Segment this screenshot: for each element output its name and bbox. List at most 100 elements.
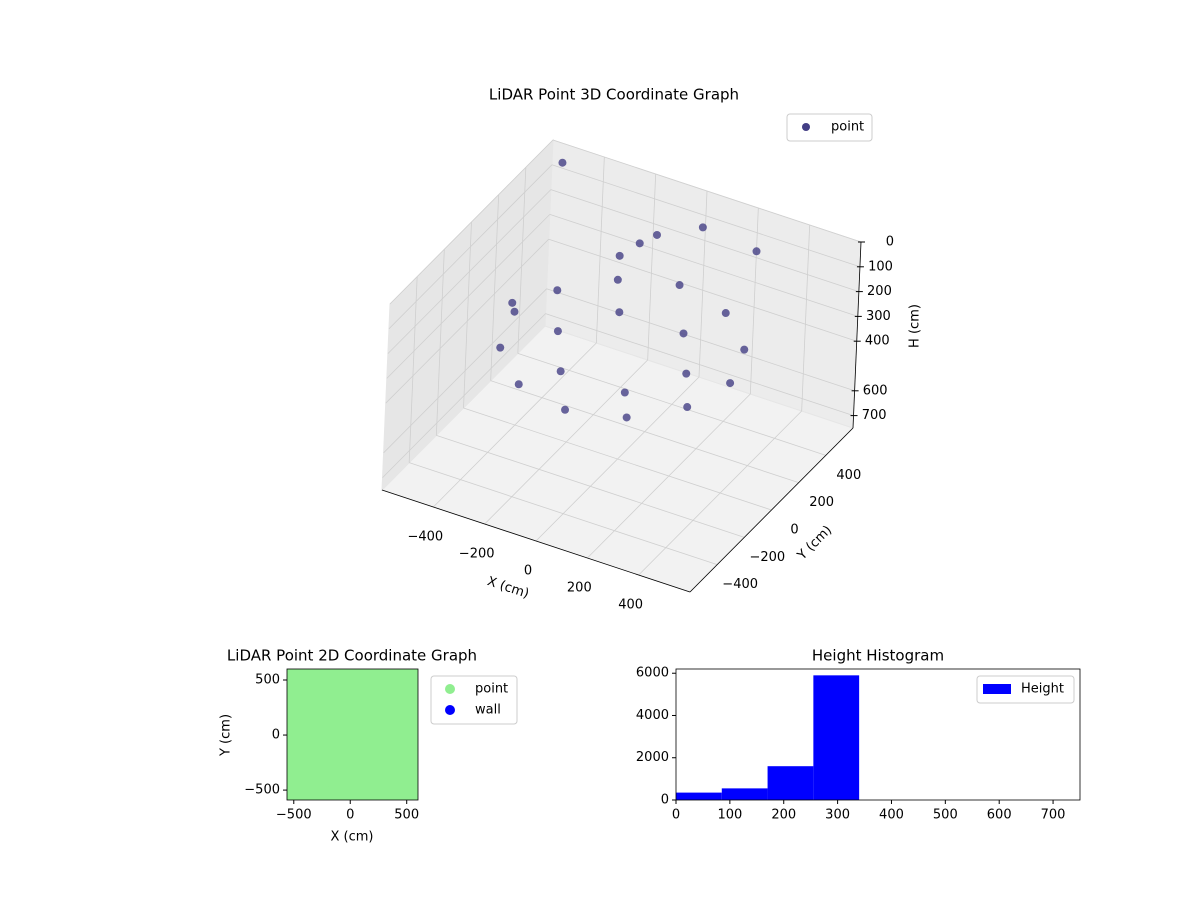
x-tick-label: −200	[459, 547, 495, 562]
y-tick-label: 200	[809, 495, 834, 510]
x-tick-label: 500	[933, 808, 958, 823]
x-tick-label: 300	[825, 808, 850, 823]
point	[613, 275, 622, 284]
grid-line	[698, 190, 708, 378]
x-tick-label: 0	[672, 808, 680, 823]
y-tick-label: 2000	[636, 750, 669, 765]
legend-label: wall	[475, 703, 501, 718]
grid-line	[595, 156, 605, 344]
grid-line	[383, 288, 547, 454]
y-tick-label: 0	[661, 793, 669, 808]
grid-line	[435, 249, 445, 436]
legend-label: Height	[1021, 682, 1064, 697]
z-tick-label: 100	[868, 259, 893, 274]
grid-line	[436, 434, 745, 538]
grid-line	[647, 173, 657, 361]
y-tick-label: 400	[836, 468, 861, 483]
point	[514, 380, 523, 389]
legend-marker	[445, 705, 455, 715]
y-tick-label: 0	[790, 523, 798, 538]
point	[740, 345, 749, 354]
x-tick-label: 500	[394, 808, 419, 823]
grid-line	[490, 380, 799, 484]
y-axis-label: Y (cm)	[219, 714, 234, 757]
point	[675, 281, 684, 290]
y-tick-label: −500	[244, 783, 280, 798]
grid-line	[517, 167, 527, 354]
grid-line	[749, 207, 759, 395]
point	[620, 388, 629, 397]
legend-label: point	[831, 120, 864, 135]
plot-area	[287, 669, 418, 800]
grid-line	[548, 238, 857, 342]
chart-title: LiDAR Point 3D Coordinate Graph	[489, 86, 739, 104]
axes-frame	[286, 668, 419, 801]
point	[510, 307, 519, 316]
legend-swatch	[983, 684, 1011, 694]
point	[615, 308, 624, 317]
grid-line	[552, 139, 862, 243]
y-tick-label: 4000	[636, 708, 669, 723]
point	[508, 298, 517, 307]
z-tick-label: 600	[863, 383, 888, 398]
z-tick-label: 700	[862, 408, 887, 423]
grid-line	[801, 224, 811, 412]
z-tick-label: 400	[865, 334, 890, 349]
grid-line	[385, 238, 550, 404]
point	[698, 223, 707, 232]
legend-marker	[802, 123, 810, 131]
z-tick-label: 300	[866, 309, 891, 324]
grid-line	[387, 189, 552, 354]
grid-line	[409, 462, 718, 566]
bar	[676, 792, 722, 800]
grid-line	[388, 164, 553, 330]
y-tick-label: −200	[749, 550, 785, 565]
x-tick-label: 700	[1041, 808, 1066, 823]
point	[332, 716, 418, 800]
point	[653, 230, 662, 239]
point	[553, 327, 562, 336]
point	[622, 413, 631, 422]
bar	[813, 675, 860, 800]
grid-line	[490, 194, 500, 381]
grid-line	[382, 313, 546, 478]
x-tick-label: −500	[276, 808, 312, 823]
x-tick-label: 600	[987, 808, 1012, 823]
x-tick-label: 200	[567, 581, 592, 596]
chart-title: LiDAR Point 2D Coordinate Graph	[227, 647, 477, 665]
grid-line	[389, 139, 554, 305]
point	[558, 158, 567, 167]
point	[721, 309, 730, 318]
axis-line	[381, 489, 691, 593]
point	[635, 239, 644, 248]
point	[561, 405, 570, 414]
grid-line	[550, 189, 859, 292]
y-tick-label: 6000	[636, 666, 669, 681]
y-tick-label: 500	[255, 673, 280, 688]
bar	[767, 766, 814, 800]
grid-line	[463, 407, 772, 511]
point	[726, 379, 735, 388]
bar	[721, 788, 768, 800]
y-tick-label: 0	[272, 728, 280, 743]
point	[752, 247, 761, 256]
grid-line	[386, 214, 551, 379]
axes-frame	[675, 668, 1081, 801]
grid-line	[546, 288, 855, 392]
y-axis-label: Y (cm)	[794, 523, 835, 564]
point	[615, 251, 624, 260]
point	[496, 343, 505, 352]
grid-line	[408, 276, 418, 463]
chart-title: Height Histogram	[812, 647, 944, 665]
legend-label: point	[475, 682, 508, 697]
point	[556, 367, 565, 376]
point	[683, 403, 692, 412]
grid-line	[545, 313, 854, 416]
grid-line	[517, 352, 826, 456]
grid-line	[549, 214, 858, 317]
legend-frame	[786, 113, 873, 142]
z-axis-label: H (cm)	[908, 304, 923, 348]
point	[553, 286, 562, 295]
